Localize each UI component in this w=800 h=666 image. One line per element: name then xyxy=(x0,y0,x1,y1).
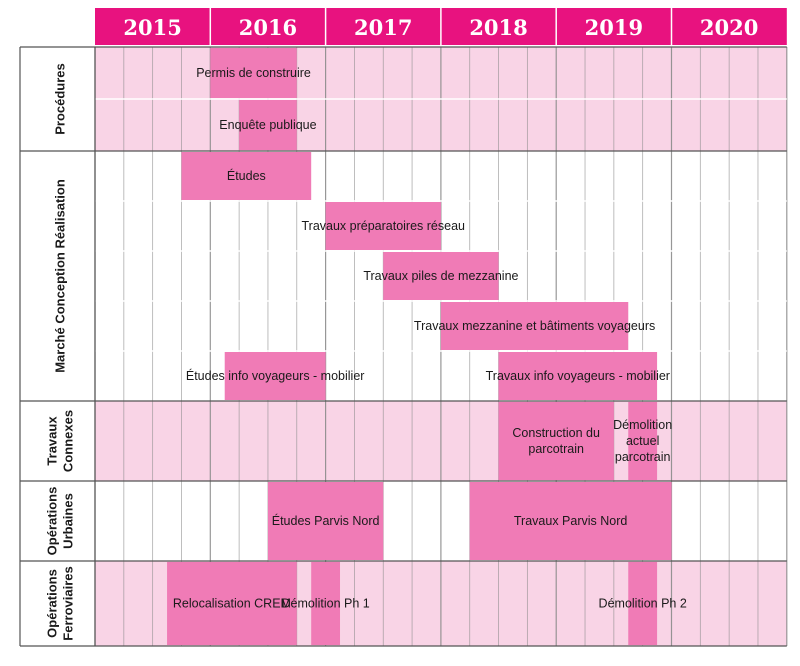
task-bar xyxy=(224,352,326,400)
task-label: Enquête publique xyxy=(219,118,316,132)
task-label: Travaux info voyageurs - mobilier xyxy=(486,369,670,383)
task-bar xyxy=(239,100,297,150)
task-bar xyxy=(469,482,672,560)
category-label: Marché Conception Réalisation xyxy=(53,179,68,373)
category-labels: Procédures Marché Conception Réalisation T… xyxy=(45,63,76,640)
task-bar xyxy=(167,562,297,645)
task-labels: Permis de construire Enquête publique Étud… xyxy=(173,66,687,611)
task-bar xyxy=(628,402,658,480)
year-label: 2020 xyxy=(700,15,758,40)
task-label: Relocalisation CREM xyxy=(173,597,291,611)
task-label: Études xyxy=(227,168,266,183)
year-header: 2015 2016 2017 2018 2019 2020 xyxy=(95,8,787,45)
task-label: Démolition Ph 2 xyxy=(599,597,687,611)
year-label: 2018 xyxy=(469,15,527,40)
task-label: Permis de construire xyxy=(196,66,311,80)
task-label: Travaux préparatoires réseau xyxy=(301,219,465,233)
task-bar xyxy=(267,482,384,560)
task-bars xyxy=(167,48,672,645)
task-bar xyxy=(383,252,499,300)
category-label: OpérationsFerroviaires xyxy=(45,566,76,640)
category-label: OpérationsUrbaines xyxy=(45,487,76,556)
category-label: Procédures xyxy=(53,63,68,135)
task-label: Construction du parcotrain xyxy=(512,426,600,456)
year-label: 2019 xyxy=(585,15,643,40)
task-label: Travaux mezzanine et bâtiments voyageurs xyxy=(414,319,655,333)
row-separators xyxy=(19,46,787,647)
category-label: TravauxConnexes xyxy=(45,410,76,472)
task-label: Études info voyageurs - mobilier xyxy=(186,368,365,383)
task-label: Démolition Ph 1 xyxy=(281,597,369,611)
task-bar xyxy=(498,402,614,480)
task-bar xyxy=(498,352,658,400)
task-label: Études Parvis Nord xyxy=(272,513,380,528)
task-label: Travaux piles de mezzanine xyxy=(363,269,518,283)
task-bar xyxy=(181,152,312,200)
task-bar xyxy=(440,302,629,350)
task-bar xyxy=(325,202,441,250)
task-bar xyxy=(628,562,658,645)
year-label: 2017 xyxy=(354,15,412,40)
task-bar xyxy=(210,48,297,98)
task-bar xyxy=(311,562,341,645)
year-label: 2015 xyxy=(123,15,181,40)
task-label: Travaux Parvis Nord xyxy=(514,514,628,528)
year-label: 2016 xyxy=(239,15,297,40)
task-label: Démolition actuel parcotrain xyxy=(613,418,672,464)
